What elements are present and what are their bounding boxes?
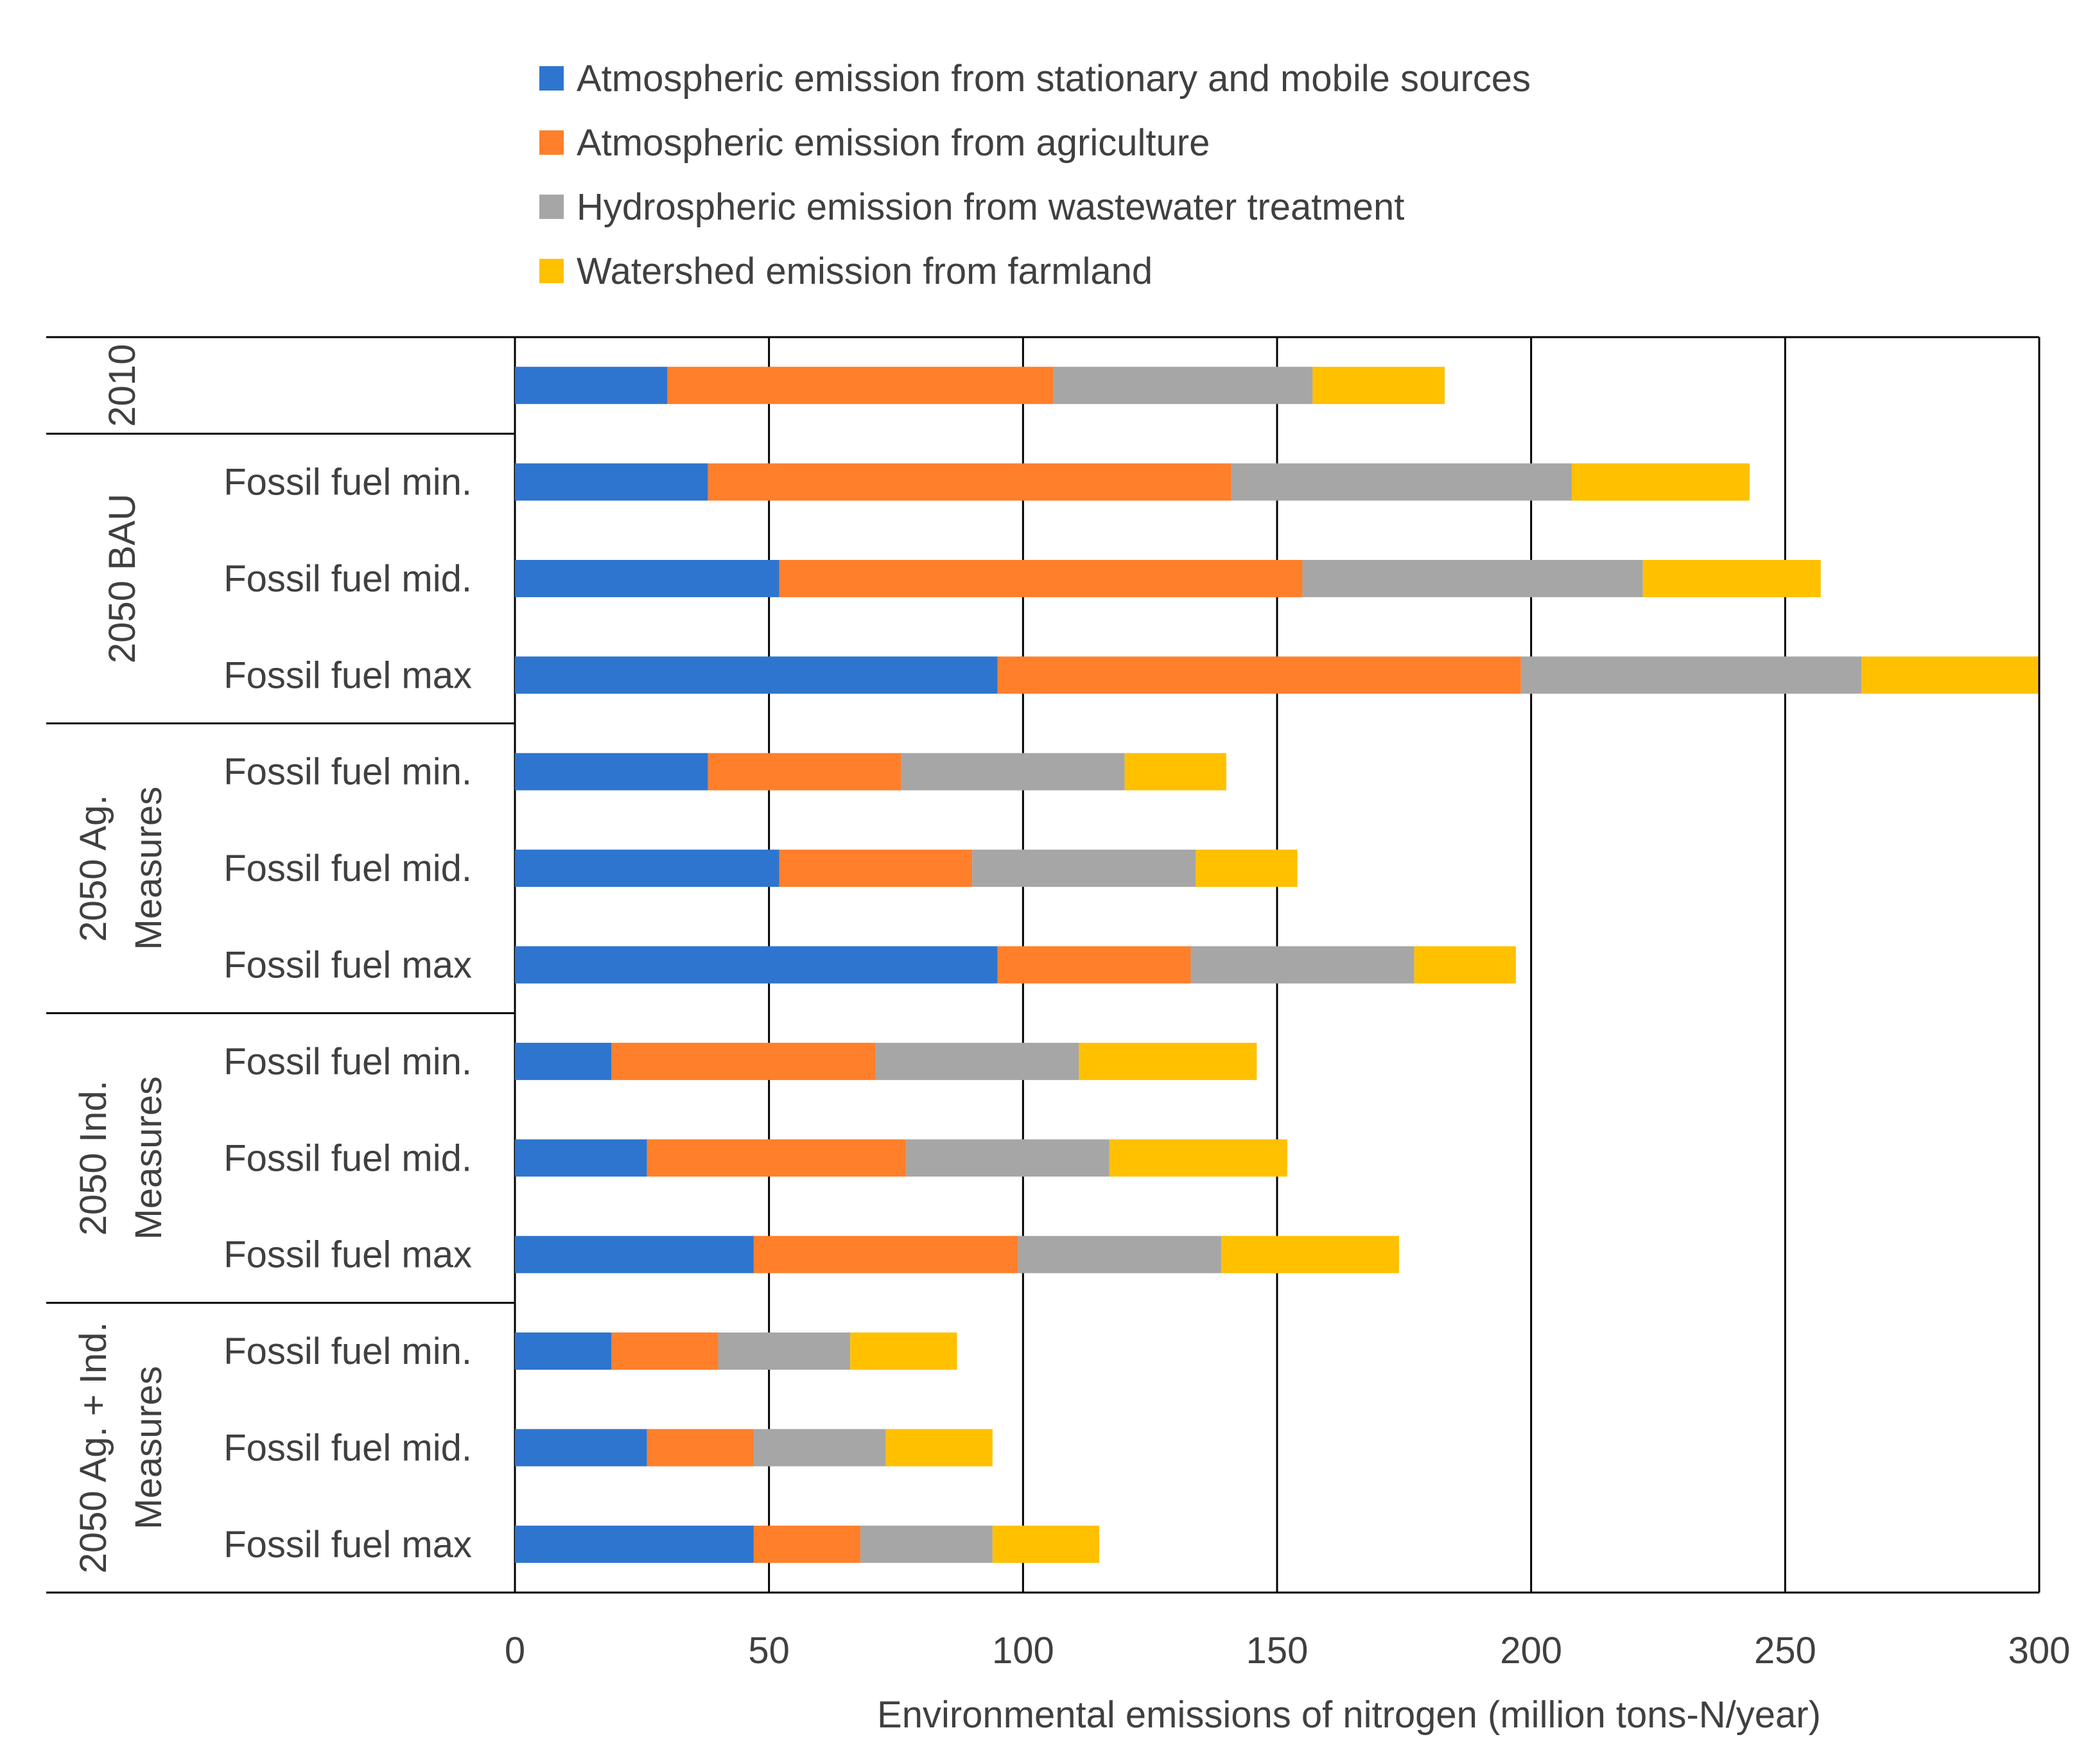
row-label: Fossil fuel max (223, 654, 472, 696)
bar-segment (647, 1429, 754, 1467)
chart-legend: Atmospheric emission from stationary and… (539, 46, 1531, 303)
bar-segment (611, 1332, 718, 1370)
legend-label-stationary-mobile: Atmospheric emission from stationary and… (577, 57, 1531, 100)
bar-segment (1053, 367, 1313, 405)
row-label: Fossil fuel mid. (223, 848, 472, 889)
bar-segment (515, 1429, 647, 1467)
bar-segment (515, 656, 998, 694)
bar-segment (667, 367, 1054, 405)
bar-segment (1414, 946, 1516, 984)
x-tick-label: 0 (505, 1630, 525, 1672)
row-label: Fossil fuel mid. (223, 558, 472, 600)
bar-segment (515, 1139, 647, 1177)
group-label: 2010 (101, 344, 143, 427)
bar-segment (1861, 656, 2039, 694)
bar-segment (992, 1525, 1100, 1563)
bar-segment (997, 946, 1191, 984)
legend-label-wastewater: Hydrospheric emission from wastewater tr… (577, 186, 1405, 228)
bar-segment (708, 463, 1231, 501)
legend-swatch-agriculture (539, 130, 564, 155)
bar-segment (901, 753, 1125, 790)
x-axis-ticks: 0 50 100 150 200 250 300 (505, 1630, 2071, 1672)
category-labels: Fossil fuel min. Fossil fuel mid. Fossil f… (73, 344, 472, 1574)
group-label: Measures (128, 1366, 170, 1530)
bar-segment (885, 1429, 993, 1467)
bar-segment (1018, 1236, 1221, 1273)
bar-segment (1302, 559, 1643, 597)
group-label: 2050 Ag. (73, 795, 114, 942)
bar-segment (1079, 1042, 1257, 1080)
bar-segment (515, 463, 708, 501)
x-tick-label: 300 (2008, 1630, 2071, 1672)
bars (515, 367, 2039, 1563)
bar-segment (718, 1332, 851, 1370)
bar-segment (753, 1429, 886, 1467)
bar-segment (708, 753, 901, 790)
legend-label-farmland: Watershed emission from farmland (577, 250, 1153, 292)
chart-frame (46, 336, 2040, 1594)
bar-segment (515, 850, 779, 887)
group-label: 2050 Ag. + Ind. (73, 1322, 114, 1574)
bar-segment (1571, 463, 1750, 501)
x-axis-title: Environmental emissions of nitrogen (mil… (877, 1694, 1821, 1736)
row-label: Fossil fuel max (223, 945, 472, 986)
x-tick-label: 150 (1246, 1630, 1309, 1672)
bar-segment (515, 946, 998, 984)
bar-segment (753, 1236, 1018, 1273)
row-label: Fossil fuel min. (223, 1041, 472, 1083)
x-tick-label: 50 (748, 1630, 790, 1672)
bar-segment (997, 656, 1521, 694)
legend-swatch-stationary-mobile (539, 66, 564, 91)
bar-segment (779, 850, 973, 887)
legend-swatch-farmland (539, 259, 564, 283)
group-label: Measures (128, 787, 170, 950)
bar-segment (515, 753, 708, 790)
row-label: Fossil fuel mid. (223, 1427, 472, 1469)
legend-item-stationary-mobile: Atmospheric emission from stationary and… (539, 46, 1531, 110)
row-label: Fossil fuel max (223, 1524, 472, 1566)
row-label: Fossil fuel min. (223, 751, 472, 793)
legend-item-agriculture: Atmospheric emission from agriculture (539, 110, 1531, 175)
bar-segment (1196, 850, 1298, 887)
group-label: 2050 BAU (101, 494, 143, 663)
row-label: Fossil fuel max (223, 1234, 472, 1276)
bar-segment (1221, 1236, 1399, 1273)
x-tick-label: 200 (1500, 1630, 1562, 1672)
group-label: 2050 Ind. (73, 1080, 114, 1236)
bar-segment (1109, 1139, 1287, 1177)
bar-segment (515, 1236, 754, 1273)
row-label: Fossil fuel min. (223, 1331, 472, 1372)
bar-segment (515, 1042, 612, 1080)
row-label: Fossil fuel min. (223, 462, 472, 503)
bar-segment (1312, 367, 1445, 405)
bar-segment (972, 850, 1196, 887)
bar-segment (647, 1139, 907, 1177)
bar-segment (1642, 559, 1821, 597)
bar-segment (515, 367, 668, 405)
bar-segment (515, 559, 779, 597)
legend-item-farmland: Watershed emission from farmland (539, 239, 1531, 303)
bar-segment (1520, 656, 1862, 694)
bar-segment (611, 1042, 876, 1080)
legend-item-wastewater: Hydrospheric emission from wastewater tr… (539, 175, 1531, 239)
bar-segment (906, 1139, 1109, 1177)
bar-segment (779, 559, 1303, 597)
bar-segment (515, 1525, 754, 1563)
row-label: Fossil fuel mid. (223, 1137, 472, 1179)
bar-segment (1231, 463, 1572, 501)
bar-segment (515, 1332, 612, 1370)
group-label: Measures (128, 1076, 170, 1240)
bar-segment (860, 1525, 993, 1563)
legend-swatch-wastewater (539, 195, 564, 219)
legend-label-agriculture: Atmospheric emission from agriculture (577, 121, 1210, 164)
bar-segment (1124, 753, 1226, 790)
bar-segment (1190, 946, 1414, 984)
bar-segment (753, 1525, 861, 1563)
x-tick-label: 100 (992, 1630, 1054, 1672)
x-tick-label: 250 (1754, 1630, 1816, 1672)
bar-segment (850, 1332, 957, 1370)
bar-segment (875, 1042, 1079, 1080)
